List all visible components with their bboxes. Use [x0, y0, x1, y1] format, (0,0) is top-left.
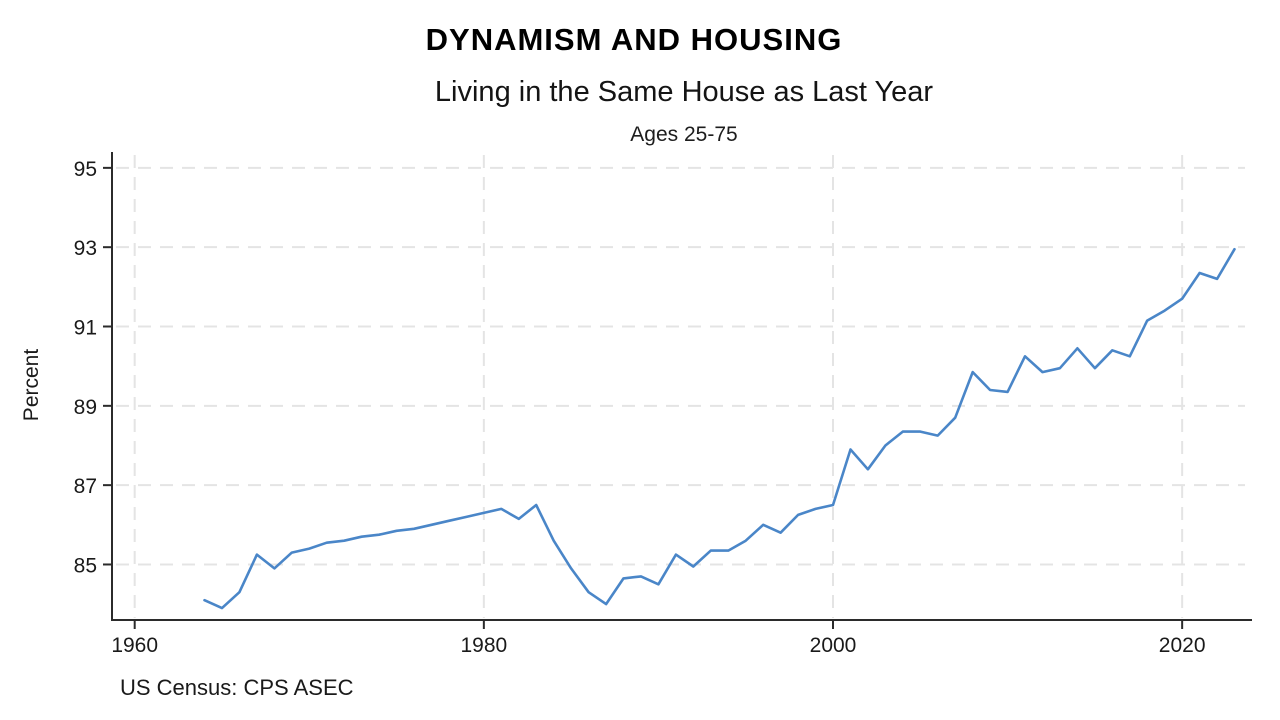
y-tick-label: 91: [74, 317, 97, 340]
chart-title: DYNAMISM AND HOUSING: [425, 22, 843, 57]
x-tick-label: 1960: [111, 634, 158, 657]
y-tick-label: 85: [74, 554, 97, 577]
chart-subtitle: Living in the Same House as Last Year: [434, 76, 934, 108]
x-tick-label: 2020: [1159, 634, 1206, 657]
chart-age-range-note: Ages 25-75: [630, 123, 738, 146]
y-tick-label: 95: [74, 158, 97, 181]
x-tick-label: 2000: [810, 634, 857, 657]
source-note: US Census: CPS ASEC: [120, 675, 354, 700]
x-tick-label: 1980: [460, 634, 507, 657]
y-tick-label: 89: [74, 396, 97, 419]
data-line: [203, 247, 1236, 610]
y-tick-label: 93: [74, 237, 97, 260]
y-tick-label: 87: [74, 475, 97, 498]
